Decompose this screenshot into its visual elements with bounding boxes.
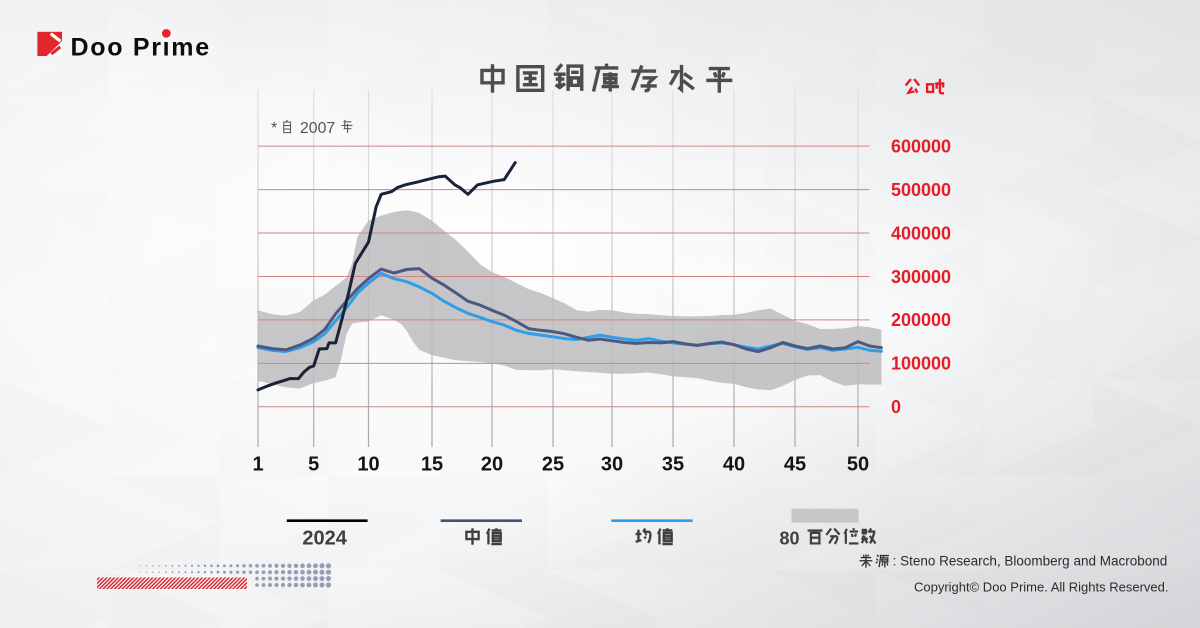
svg-text:100000: 100000 [891, 354, 951, 374]
svg-text:600000: 600000 [891, 136, 951, 156]
svg-text:2007: 2007 [300, 120, 335, 137]
svg-text:Copyright© Doo Prime. All Righ: Copyright© Doo Prime. All Rights Reserve… [914, 580, 1169, 595]
svg-text:0: 0 [891, 397, 901, 417]
svg-text:500000: 500000 [891, 180, 951, 200]
svg-text:30: 30 [601, 454, 623, 476]
svg-text:300000: 300000 [891, 267, 951, 287]
svg-text:15: 15 [421, 454, 443, 476]
svg-text:40: 40 [723, 454, 745, 476]
svg-text:Doo Prime: Doo Prime [71, 33, 211, 61]
svg-text:: Steno Research, Bloomberg an: : Steno Research, Bloomberg and Macrobon… [893, 554, 1168, 569]
svg-text:35: 35 [662, 454, 684, 476]
svg-text:80: 80 [780, 528, 800, 548]
svg-text:25: 25 [542, 454, 564, 476]
svg-text:50: 50 [847, 454, 869, 476]
svg-text:10: 10 [357, 454, 379, 476]
svg-text:20: 20 [481, 454, 503, 476]
svg-text:45: 45 [784, 454, 806, 476]
svg-text:5: 5 [308, 454, 319, 476]
svg-text:2024: 2024 [302, 527, 347, 549]
svg-text:400000: 400000 [891, 223, 951, 243]
svg-text:*: * [271, 120, 277, 137]
svg-text:1: 1 [252, 454, 263, 476]
svg-text:200000: 200000 [891, 310, 951, 330]
